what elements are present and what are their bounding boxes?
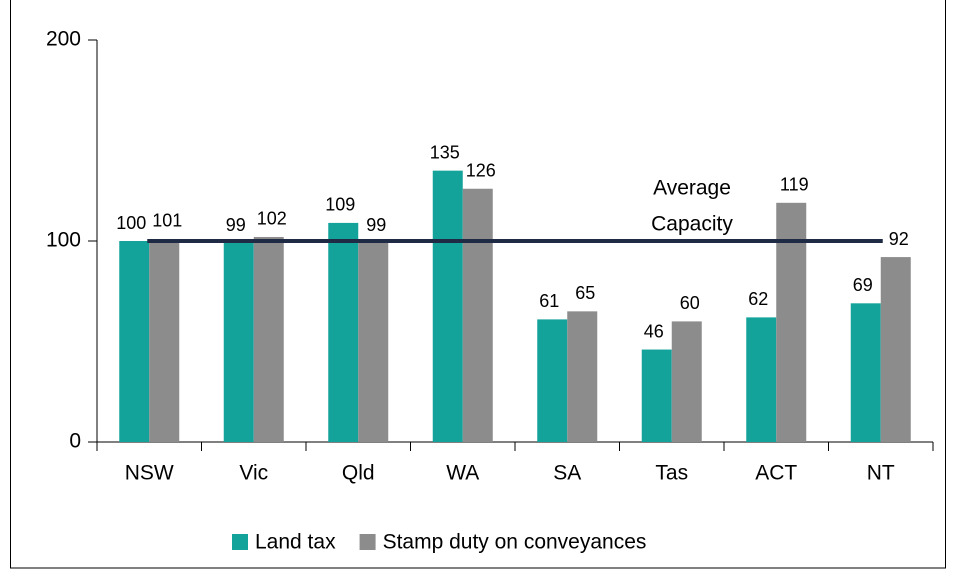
data-label: 119 <box>780 175 809 195</box>
data-label: 65 <box>575 283 595 303</box>
data-label: 102 <box>257 209 287 229</box>
bar <box>537 319 568 442</box>
data-label: 61 <box>539 291 559 311</box>
bar <box>880 257 911 442</box>
bar <box>850 303 881 442</box>
x-tick-label: NSW <box>125 462 174 485</box>
data-label: 135 <box>430 142 460 162</box>
annotation: Average <box>653 177 731 200</box>
bar <box>358 243 389 442</box>
bar <box>567 311 598 442</box>
bar <box>746 317 777 442</box>
bar <box>776 202 807 442</box>
data-label: 92 <box>889 229 909 249</box>
bar <box>641 349 672 442</box>
bar <box>432 170 463 442</box>
bar <box>328 222 359 442</box>
data-label: 62 <box>748 289 768 309</box>
x-tick-label: Qld <box>342 462 375 485</box>
legend-swatch <box>232 534 248 550</box>
data-label: 69 <box>853 275 873 295</box>
data-label: 100 <box>116 213 146 233</box>
data-label: 99 <box>226 215 246 235</box>
bar <box>119 241 150 442</box>
legend-swatch <box>359 534 376 550</box>
y-tick-label: 100 <box>46 229 81 252</box>
data-label: 126 <box>466 160 496 180</box>
legend-label: Land tax <box>255 531 336 554</box>
x-tick-label: Vic <box>239 462 268 485</box>
bar <box>253 236 284 442</box>
data-label: 101 <box>152 211 182 231</box>
data-label: 46 <box>644 321 664 341</box>
data-label: 109 <box>325 195 355 215</box>
data-label: 99 <box>366 215 386 235</box>
y-tick-label: 0 <box>69 430 81 453</box>
annotation: Capacity <box>651 213 733 236</box>
bar <box>462 188 493 442</box>
x-tick-label: NT <box>867 462 895 485</box>
bar <box>149 238 180 442</box>
data-label: 60 <box>680 293 700 313</box>
x-tick-label: ACT <box>755 462 797 485</box>
bar <box>223 243 254 442</box>
x-tick-label: SA <box>553 462 581 485</box>
legend-label: Stamp duty on conveyances <box>383 531 647 554</box>
bar <box>671 321 702 442</box>
x-tick-label: Tas <box>655 462 688 485</box>
y-tick-label: 200 <box>46 28 81 51</box>
x-tick-label: WA <box>446 462 479 485</box>
